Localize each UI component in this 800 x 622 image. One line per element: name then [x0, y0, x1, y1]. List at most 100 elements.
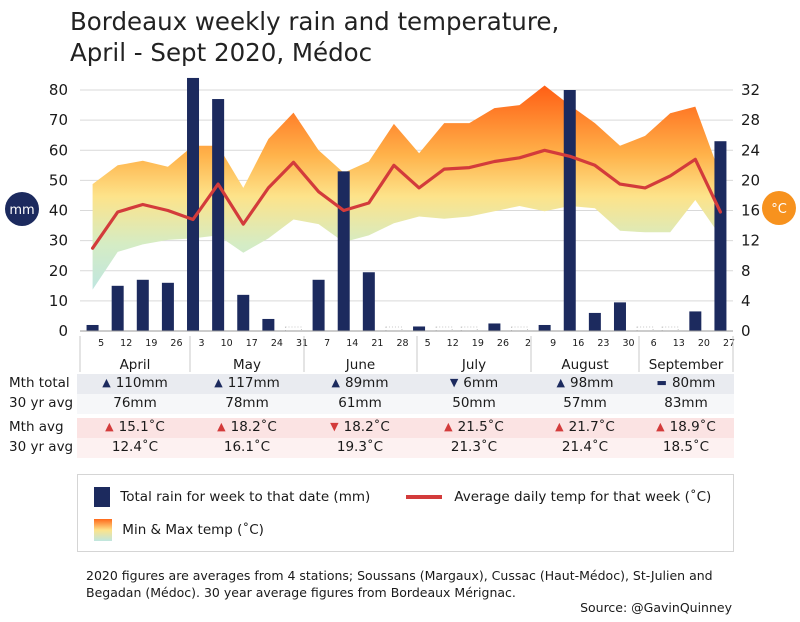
rain-bar — [714, 141, 727, 331]
right-tick-label: 8 — [741, 262, 751, 280]
trend-indicator-icon: ▬ — [656, 376, 667, 389]
stats-cell: 18.5˚C — [631, 439, 741, 455]
stats-cell: 83mm — [631, 395, 741, 411]
stats-value: 83mm — [664, 395, 708, 411]
legend-rain-label: Total rain for week to that date (mm) — [120, 489, 371, 505]
week-label: 17 — [246, 338, 258, 349]
stats-row-label: Mth total — [9, 375, 70, 391]
stats-cell: 76mm — [80, 395, 190, 411]
left-tick-label: 40 — [49, 202, 68, 220]
legend-avg-temp: Average daily temp for that week (˚C) — [406, 489, 711, 505]
stats-row-temp: Mth avg ▲ 15.1˚C ▲ 18.2˚C ▼ 18.2˚C ▲ 21.5˚C ▲ 21.7… — [0, 418, 800, 438]
rain-bar — [588, 312, 601, 331]
right-tick-label: 20 — [741, 171, 760, 189]
stats-value: 18.5˚C — [662, 439, 710, 455]
week-label: 28 — [396, 338, 408, 349]
stats-value: 21.5˚C — [457, 419, 504, 435]
rain-bar — [187, 77, 200, 331]
stats-row-band — [77, 418, 734, 438]
week-label: 6 — [651, 338, 657, 349]
legend-avg-temp-label: Average daily temp for that week (˚C) — [454, 489, 712, 505]
stats-cell: ▬ 80mm — [631, 375, 741, 391]
month-label: July — [461, 357, 486, 372]
stats-value: 78mm — [225, 395, 269, 411]
stats-row-label: Mth avg — [9, 419, 64, 435]
month-label: September — [649, 357, 724, 372]
stats-value: 89mm — [344, 375, 389, 391]
stats-value: 18.2˚C — [230, 419, 277, 435]
stats-value: 50mm — [452, 395, 496, 411]
week-label: 12 — [447, 338, 459, 349]
rain-bar — [689, 311, 702, 331]
legend-minmax: Min & Max temp (˚C) — [94, 519, 264, 541]
stats-row-rain: Mth total ▲ 110mm ▲ 117mm ▲ 89mm ▼ 6mm ▲ 98mm ▬ 80mm — [0, 374, 800, 394]
rain-bar-zero — [661, 326, 679, 332]
stats-value: 18.2˚C — [343, 419, 390, 435]
stats-value: 117mm — [227, 375, 280, 391]
week-label: 31 — [296, 338, 308, 349]
left-tick-label: 60 — [49, 141, 68, 159]
celsius-badge-circle — [762, 191, 796, 225]
month-label: April — [120, 357, 151, 372]
week-label: 24 — [271, 338, 283, 349]
week-label: 7 — [324, 338, 330, 349]
rain-bar — [86, 324, 99, 331]
rain-bar-zero — [636, 326, 654, 332]
stats-cell: ▲ 18.9˚C — [631, 419, 741, 435]
stats-cell: ▲ 21.7˚C — [530, 419, 640, 435]
rain-bar — [413, 326, 426, 331]
week-label: 13 — [673, 338, 685, 349]
rain-bar — [212, 99, 225, 331]
stats-value: 110mm — [115, 375, 168, 391]
week-label: 5 — [98, 338, 104, 349]
legend-line-swatch — [406, 495, 442, 499]
title-line-1: Bordeaux weekly rain and temperature, — [70, 7, 560, 36]
stats-cell: 57mm — [530, 395, 640, 411]
avg-temp-line-group — [90, 148, 723, 250]
week-label: 19 — [472, 338, 484, 349]
trend-indicator-icon: ▲ — [214, 376, 223, 389]
stats-cell: ▲ 18.2˚C — [192, 419, 302, 435]
stats-cell: 12.4˚C — [80, 439, 190, 455]
mm-badge: mm — [5, 192, 39, 226]
right-tick-label: 16 — [741, 202, 760, 220]
axis-badges: mm °C — [5, 191, 796, 226]
stats-cell: 78mm — [192, 395, 302, 411]
stats-row-rainavg: 30 yr avg 76mm 78mm 61mm 50mm 57mm 83mm — [0, 394, 800, 414]
rain-bar — [362, 272, 375, 331]
stats-cell: 16.1˚C — [192, 439, 302, 455]
week-label: 16 — [572, 338, 584, 349]
stats-value: 98mm — [569, 375, 614, 391]
legend: Total rain for week to that date (mm) Av… — [77, 474, 734, 552]
rain-bar — [312, 279, 325, 331]
stats-row-label: 30 yr avg — [9, 395, 74, 411]
stats-cell: 21.3˚C — [419, 439, 529, 455]
week-label: 3 — [199, 338, 205, 349]
mm-badge-label: mm — [9, 203, 34, 218]
stats-cell: ▼ 6mm — [419, 375, 529, 391]
week-label: 14 — [346, 338, 358, 349]
rain-bar — [262, 318, 275, 331]
trend-indicator-icon: ▲ — [555, 420, 564, 433]
week-label: 23 — [597, 338, 609, 349]
stats-value: 15.1˚C — [118, 419, 165, 435]
celsius-badge: °C — [762, 191, 796, 225]
trend-indicator-icon: ▲ — [556, 376, 565, 389]
min-max-temp-area — [92, 85, 721, 290]
right-tick-label: 4 — [741, 292, 751, 310]
legend-minmax-label: Min & Max temp (˚C) — [122, 522, 264, 538]
stats-value: 61mm — [338, 395, 382, 411]
legend-minmax-swatch — [94, 519, 112, 541]
week-label: 26 — [497, 338, 509, 349]
stats-cell: ▲ 15.1˚C — [80, 419, 190, 435]
stats-cell: ▲ 89mm — [305, 375, 415, 391]
right-tick-label: 12 — [741, 232, 760, 250]
stats-row-label: 30 yr avg — [9, 439, 74, 455]
stats-row-tempavg: 30 yr avg 12.4˚C 16.1˚C 19.3˚C 21.3˚C 21.4˚C 1… — [0, 438, 800, 458]
month-label: June — [345, 357, 375, 372]
stats-cell: ▲ 117mm — [192, 375, 302, 391]
left-tick-label: 10 — [49, 292, 68, 310]
trend-indicator-icon: ▲ — [331, 376, 340, 389]
stats-cell: 61mm — [305, 395, 415, 411]
